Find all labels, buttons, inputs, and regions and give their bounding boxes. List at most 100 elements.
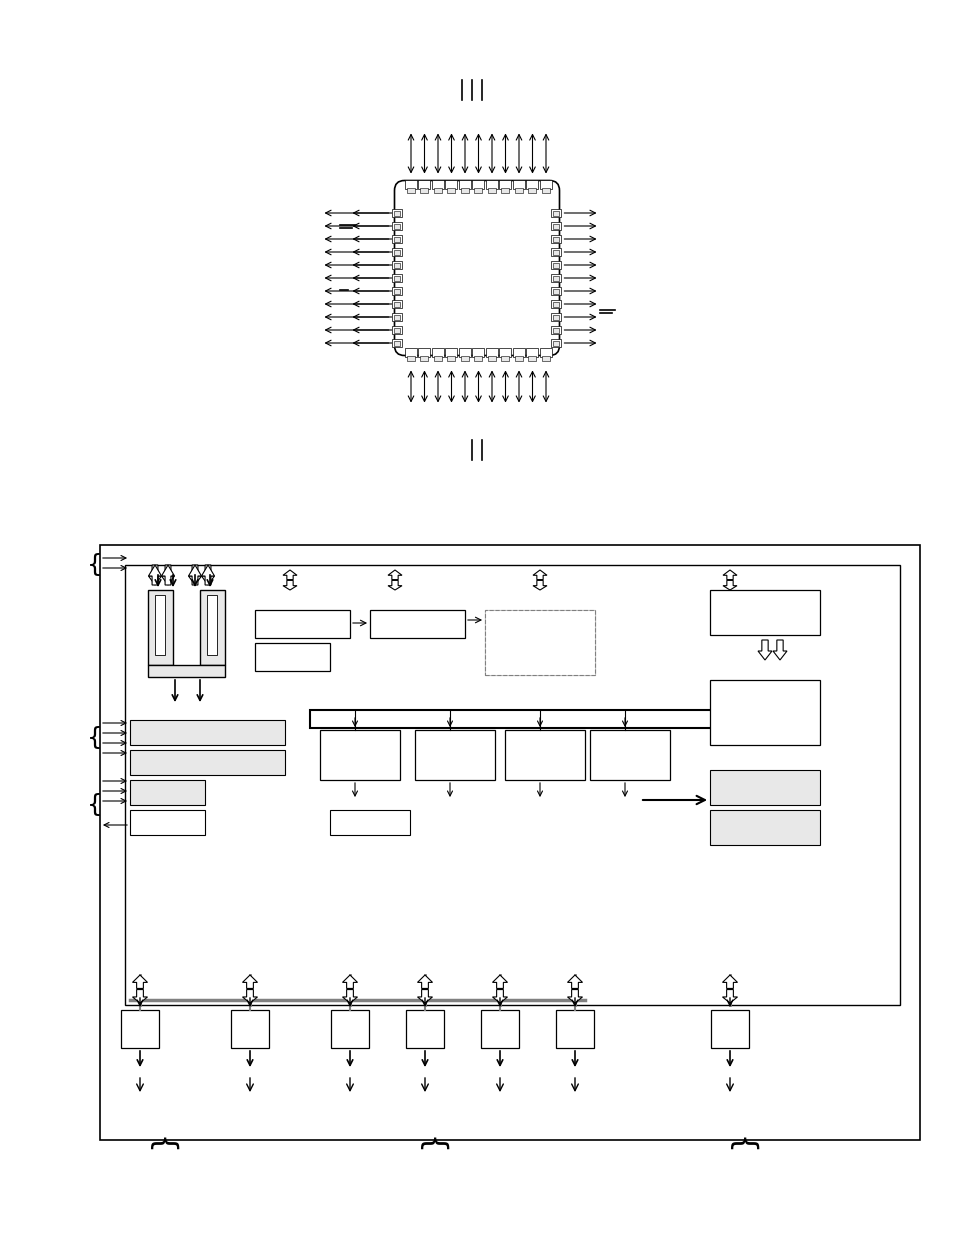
Bar [406, 1010, 443, 1049]
Polygon shape [149, 564, 161, 585]
Bar [474, 188, 482, 193]
Bar [553, 289, 558, 294]
Bar [551, 274, 561, 282]
Bar [395, 224, 400, 228]
Bar [553, 263, 558, 268]
Bar [395, 237, 400, 242]
Bar [392, 248, 402, 256]
Bar [447, 188, 455, 193]
Bar [395, 303, 400, 308]
Bar [395, 289, 400, 294]
Bar [528, 356, 536, 361]
Bar [420, 356, 428, 361]
Bar [207, 595, 216, 655]
Bar [392, 274, 402, 282]
Text: }: } [727, 1130, 757, 1150]
Bar [551, 209, 561, 217]
Bar [553, 315, 558, 320]
Bar [432, 179, 443, 189]
Bar [310, 710, 720, 727]
Bar [447, 356, 455, 361]
Bar [553, 237, 558, 242]
Bar [392, 326, 402, 333]
Bar [504, 730, 584, 781]
Bar [392, 338, 402, 347]
Bar [130, 781, 205, 805]
Bar [405, 179, 416, 189]
Bar [395, 211, 400, 216]
Bar [231, 1010, 269, 1049]
Polygon shape [161, 564, 174, 585]
Polygon shape [189, 564, 201, 585]
Bar [254, 643, 330, 671]
Bar [515, 188, 522, 193]
Bar [501, 356, 509, 361]
Bar [100, 545, 919, 1140]
Polygon shape [721, 989, 737, 1003]
Bar [432, 347, 443, 357]
Bar [331, 1010, 369, 1049]
Polygon shape [342, 974, 357, 988]
Bar [392, 300, 402, 308]
Bar [553, 303, 558, 308]
Bar [709, 680, 820, 745]
Bar [420, 188, 428, 193]
FancyBboxPatch shape [395, 180, 558, 356]
Bar [551, 312, 561, 321]
Bar [709, 590, 820, 635]
Bar [330, 810, 410, 835]
Bar [484, 610, 595, 676]
Bar [501, 188, 509, 193]
Bar [445, 179, 457, 189]
Bar [418, 347, 430, 357]
Polygon shape [132, 989, 148, 1003]
Bar [392, 312, 402, 321]
Polygon shape [189, 564, 201, 585]
Bar [484, 610, 595, 676]
Bar [200, 590, 225, 664]
Polygon shape [388, 571, 401, 579]
Bar [553, 329, 558, 333]
Bar [488, 356, 496, 361]
Bar [130, 720, 285, 745]
Bar [553, 341, 558, 346]
Polygon shape [492, 989, 507, 1003]
Polygon shape [533, 580, 546, 590]
Bar [553, 211, 558, 216]
Bar [395, 329, 400, 333]
Polygon shape [132, 974, 148, 988]
Bar [513, 179, 524, 189]
Bar [460, 188, 469, 193]
Bar [405, 347, 416, 357]
Bar [130, 810, 205, 835]
Bar [488, 188, 496, 193]
Bar [526, 347, 537, 357]
Polygon shape [417, 989, 432, 1003]
Bar [551, 248, 561, 256]
Bar [434, 356, 441, 361]
Polygon shape [567, 974, 582, 988]
Bar [710, 1010, 748, 1049]
Bar [513, 347, 524, 357]
Polygon shape [533, 571, 546, 579]
Bar [709, 810, 820, 845]
Bar [319, 730, 399, 781]
Polygon shape [772, 640, 786, 659]
Polygon shape [721, 974, 737, 988]
Bar [551, 326, 561, 333]
Bar [254, 610, 350, 638]
Bar [395, 263, 400, 268]
Bar [485, 179, 497, 189]
Bar [551, 338, 561, 347]
Bar [589, 730, 669, 781]
Polygon shape [722, 580, 737, 590]
Text: {: { [87, 553, 103, 577]
Polygon shape [758, 640, 771, 659]
Bar [553, 249, 558, 254]
Bar [485, 347, 497, 357]
Bar [395, 341, 400, 346]
Bar [395, 315, 400, 320]
Bar [395, 249, 400, 254]
Bar [472, 179, 484, 189]
Bar [551, 300, 561, 308]
